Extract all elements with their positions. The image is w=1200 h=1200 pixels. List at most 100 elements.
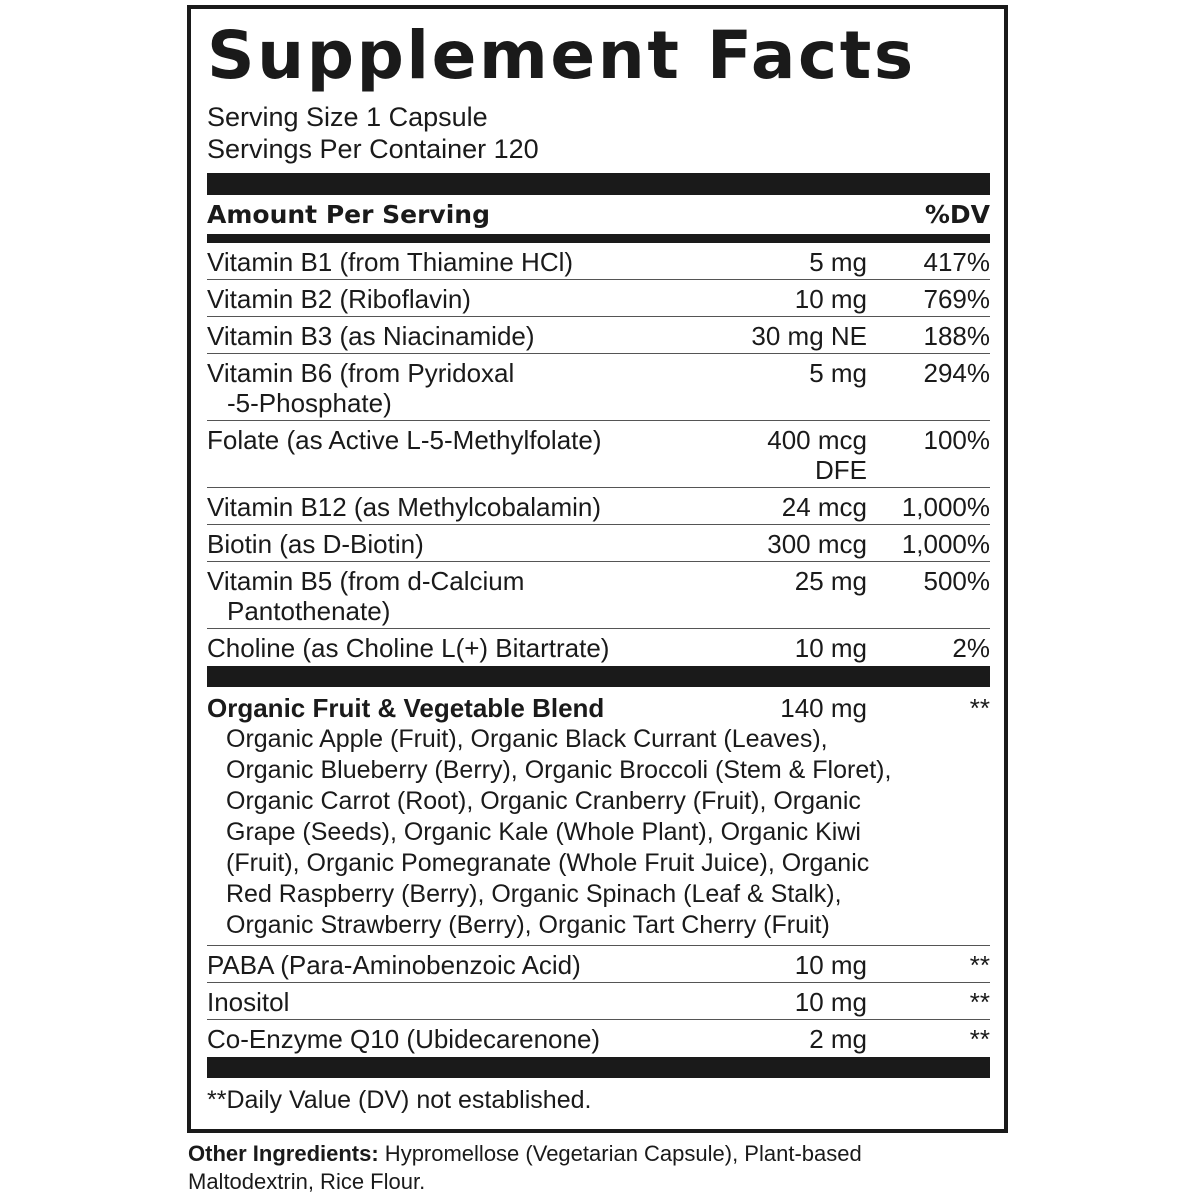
nutrient-dv: 1,000% [901, 529, 990, 559]
amount-value: 10 mg [794, 633, 867, 663]
nutrient-row: PABA (Para-Aminobenzoic Acid) 10 mg ** [207, 946, 990, 983]
amount-per-serving-heading: Amount Per Serving [207, 200, 490, 229]
nutrient-row: Vitamin B2 (Riboflavin) 10 mg 769% [207, 280, 990, 317]
dv-heading: %DV [924, 200, 990, 229]
nutrient-name-line: Vitamin B1 (from Thiamine HCl) [207, 247, 574, 277]
nutrient-name-line: Vitamin B3 (as Niacinamide) [207, 321, 535, 351]
nutrient-dv: 2% [952, 633, 990, 663]
nutrient-name-line: Pantothenate) [227, 596, 391, 626]
ingredient-line: Organic Apple (Fruit), Organic Black Cur… [226, 725, 828, 753]
nutrient-name: Vitamin B12 (as Methylcobalamin) [207, 492, 647, 522]
nutrient-name: Vitamin B6 (from Pyridoxal -5-Phosphate) [207, 358, 647, 418]
nutrient-dv: ** [969, 950, 990, 980]
divider [207, 234, 990, 243]
amount-value: 5 mg [809, 358, 867, 388]
nutrient-row: Vitamin B5 (from d-Calcium Pantothenate) 2… [207, 562, 990, 629]
nutrient-name: Vitamin B5 (from d-Calcium Pantothenate) [207, 566, 647, 626]
nutrient-amount: 30 mg NE [647, 321, 867, 351]
nutrient-name-line: Vitamin B5 (from d-Calcium [207, 566, 525, 596]
servings-per-container: Servings Per Container 120 [207, 134, 539, 164]
nutrient-amount: 2 mg [647, 1024, 867, 1055]
other-ingredients: Other Ingredients: Hypromellose (Vegetar… [188, 1140, 988, 1196]
ingredient-line: Organic Strawberry (Berry), Organic Tart… [226, 911, 830, 939]
amount-value: 24 mcg [781, 492, 867, 522]
other-nutrient-list: PABA (Para-Aminobenzoic Acid) 10 mg ** Inos… [207, 946, 990, 1057]
nutrient-name-line: -5-Phosphate) [227, 388, 392, 418]
nutrient-name: Folate (as Active L-5-Methylfolate) [207, 425, 647, 485]
table-header: Amount Per Serving %DV [207, 195, 990, 234]
other-ingredients-text: Hypromellose (Vegetarian Capsule), Plant… [188, 1141, 862, 1194]
nutrient-row: Co-Enzyme Q10 (Ubidecarenone) 2 mg ** [207, 1020, 990, 1057]
nutrient-amount: 25 mg [647, 566, 867, 626]
amount-value: 10 mg [794, 284, 867, 314]
nutrient-dv: 1,000% [901, 492, 990, 522]
nutrient-list: Vitamin B1 (from Thiamine HCl) 5 mg 417% Vi… [207, 243, 990, 666]
ingredient-line: Organic Carrot (Root), Organic Cranberry… [226, 787, 861, 815]
nutrient-amount: 400 mcg DFE [647, 425, 867, 485]
nutrient-name-line: Vitamin B6 (from Pyridoxal [207, 358, 515, 388]
blend-name: Organic Fruit & Vegetable Blend [207, 693, 605, 723]
nutrient-name: Co-Enzyme Q10 (Ubidecarenone) [207, 1024, 647, 1055]
nutrient-row: Vitamin B1 (from Thiamine HCl) 5 mg 417% [207, 243, 990, 280]
nutrient-name: Vitamin B2 (Riboflavin) [207, 284, 647, 314]
nutrient-row: Vitamin B6 (from Pyridoxal -5-Phosphate) 5… [207, 354, 990, 421]
nutrient-dv: 417% [923, 247, 991, 277]
blend-row: Organic Fruit & Vegetable Blend 140 mg *… [207, 687, 990, 946]
nutrient-name-line: Co-Enzyme Q10 (Ubidecarenone) [207, 1024, 601, 1054]
amount-value: 30 mg NE [751, 321, 867, 351]
nutrient-amount: 10 mg [647, 284, 867, 314]
nutrient-amount: 10 mg [647, 950, 867, 980]
nutrient-row: Vitamin B3 (as Niacinamide) 30 mg NE 188% [207, 317, 990, 354]
thick-divider [207, 173, 990, 195]
ingredient-line: Organic Blueberry (Berry), Organic Brocc… [226, 756, 892, 784]
nutrient-dv: 188% [923, 321, 991, 351]
supplement-facts-panel: Supplement Facts Serving Size 1 Capsule … [187, 5, 1008, 1133]
nutrient-name: Biotin (as D-Biotin) [207, 529, 647, 559]
nutrient-name-line: Vitamin B12 (as Methylcobalamin) [207, 492, 602, 522]
blend-ingredients: Organic Apple (Fruit), Organic Black Cur… [207, 724, 990, 941]
other-ingredients-label: Other Ingredients: [188, 1141, 379, 1166]
nutrient-name-line: PABA (Para-Aminobenzoic Acid) [207, 950, 581, 980]
nutrient-name: Choline (as Choline L(+) Bitartrate) [207, 633, 647, 664]
nutrient-name-line: Folate (as Active L-5-Methylfolate) [207, 425, 602, 455]
nutrient-row: Folate (as Active L-5-Methylfolate) 400 m… [207, 421, 990, 488]
nutrient-name-line: Choline (as Choline L(+) Bitartrate) [207, 633, 610, 663]
blend-dv: ** [969, 693, 990, 723]
ingredient-line: Grape (Seeds), Organic Kale (Whole Plant… [226, 818, 861, 846]
thick-divider [207, 1057, 990, 1078]
nutrient-name: Vitamin B1 (from Thiamine HCl) [207, 247, 647, 277]
ingredient-line: (Fruit), Organic Pomegranate (Whole Frui… [226, 849, 870, 877]
amount-value: 10 mg [794, 950, 867, 980]
serving-size: Serving Size 1 Capsule [207, 102, 488, 132]
nutrient-amount: 24 mcg [647, 492, 867, 522]
nutrient-row: Vitamin B12 (as Methylcobalamin) 24 mcg 1,… [207, 488, 990, 525]
nutrient-row: Inositol 10 mg ** [207, 983, 990, 1020]
nutrient-name-line: Inositol [207, 987, 290, 1017]
nutrient-name: Inositol [207, 987, 647, 1017]
nutrient-name: Vitamin B3 (as Niacinamide) [207, 321, 647, 351]
blend-amount: 140 mg [780, 693, 867, 723]
nutrient-name: PABA (Para-Aminobenzoic Acid) [207, 950, 647, 980]
nutrient-dv: 294% [923, 358, 991, 388]
amount-value: 300 mcg [767, 529, 867, 559]
amount-value: 400 mcg [767, 425, 867, 455]
nutrient-amount: 5 mg [647, 247, 867, 277]
nutrient-amount: 5 mg [647, 358, 867, 418]
nutrient-name-line: Vitamin B2 (Riboflavin) [207, 284, 471, 314]
nutrient-row: Choline (as Choline L(+) Bitartrate) 10 m… [207, 629, 990, 666]
nutrient-dv: ** [969, 1024, 990, 1054]
nutrient-row: Biotin (as D-Biotin) 300 mcg 1,000% [207, 525, 990, 562]
amount-unit: DFE [815, 455, 867, 485]
nutrient-dv: ** [969, 987, 990, 1017]
amount-value: 10 mg [794, 987, 867, 1017]
nutrient-dv: 100% [923, 425, 991, 455]
thick-divider [207, 666, 990, 687]
footnote: **Daily Value (DV) not established. [207, 1086, 592, 1114]
ingredient-line: Red Raspberry (Berry), Organic Spinach (… [226, 880, 842, 908]
nutrient-amount: 300 mcg [647, 529, 867, 559]
amount-value: 2 mg [809, 1024, 867, 1054]
amount-value: 25 mg [794, 566, 867, 596]
title: Supplement Facts [207, 17, 916, 94]
nutrient-amount: 10 mg [647, 987, 867, 1017]
nutrient-dv: 769% [923, 284, 991, 314]
